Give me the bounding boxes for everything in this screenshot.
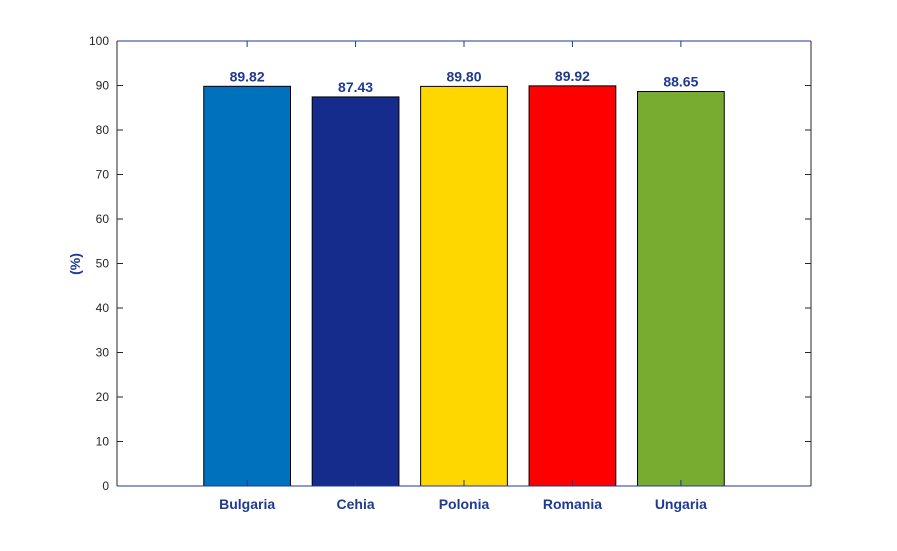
- y-tick-label: 90: [96, 79, 110, 93]
- y-tick-label: 50: [96, 257, 110, 271]
- x-tick-label-ungaria: Ungaria: [655, 496, 707, 512]
- bar-polonia: [420, 85, 508, 487]
- bars: 89.82 87.43 89.80 89.92 88.65: [203, 68, 725, 487]
- y-tick-label: 20: [96, 390, 110, 404]
- data-label-bulgaria: 89.82: [230, 68, 265, 84]
- bar-ungaria: [637, 91, 725, 487]
- y-axis-label: (%): [67, 253, 83, 275]
- axes: Bulgaria Cehia Polonia Romania Ungaria 0 10 20 3…: [89, 34, 812, 512]
- data-label-cehia: 87.43: [338, 79, 373, 95]
- x-tick-label-bulgaria: Bulgaria: [219, 496, 275, 512]
- y-tick-label: 10: [96, 435, 110, 449]
- y-tick-label: 70: [96, 168, 110, 182]
- x-tick-label-romania: Romania: [543, 496, 602, 512]
- y-tick-label: 40: [96, 301, 110, 315]
- bar-cehia: [311, 96, 400, 487]
- y-tick-label: 80: [96, 123, 110, 137]
- y-tick-label: 0: [102, 479, 109, 493]
- data-label-ungaria: 88.65: [663, 74, 698, 90]
- x-tick-label-cehia: Cehia: [337, 496, 375, 512]
- y-tick-label: 60: [96, 212, 110, 226]
- bar-bulgaria: [203, 85, 291, 487]
- data-label-polonia: 89.80: [446, 68, 481, 84]
- x-tick-label-polonia: Polonia: [439, 496, 490, 512]
- y-tick-label: 30: [96, 346, 110, 360]
- bar-romania: [528, 85, 617, 487]
- y-tick-label: 100: [89, 34, 109, 48]
- data-label-romania: 89.92: [555, 68, 590, 84]
